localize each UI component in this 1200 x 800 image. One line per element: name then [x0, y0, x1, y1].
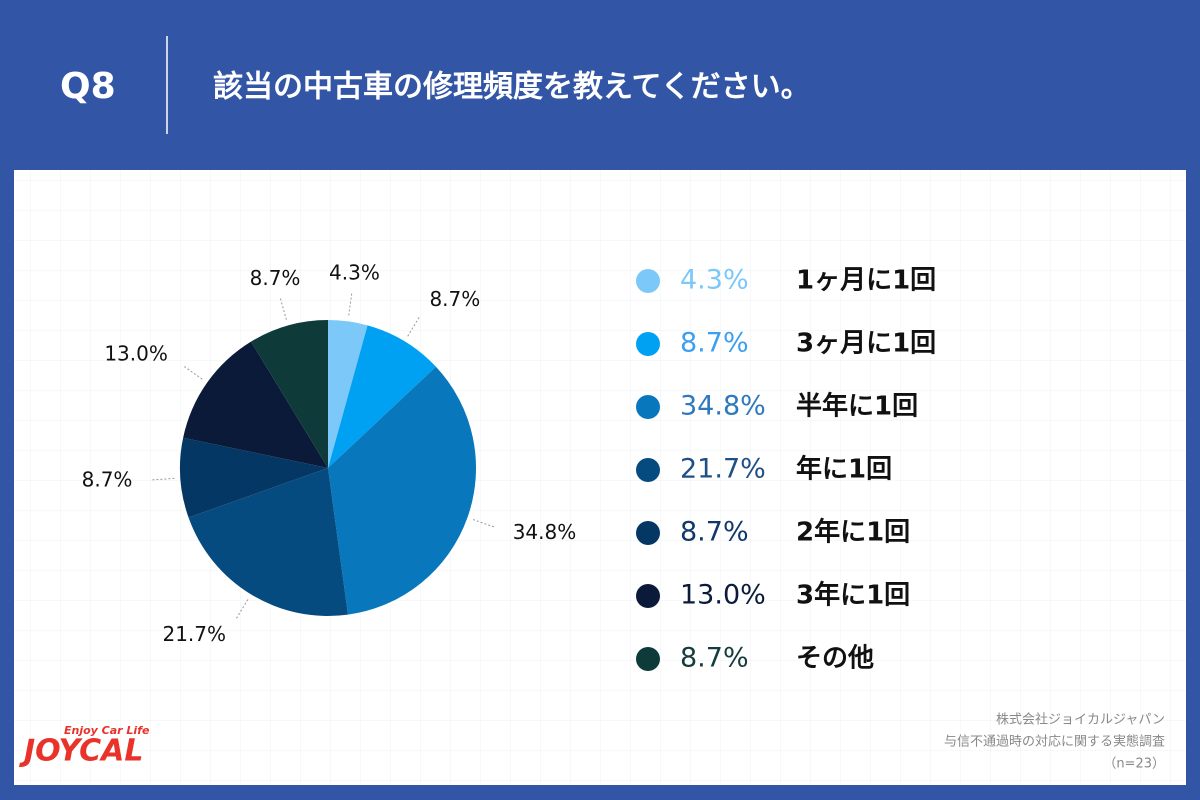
data-label: 4.3% [329, 260, 380, 284]
legend-value: 8.7% [680, 643, 749, 674]
legend-label: 年に1回 [796, 454, 892, 485]
brand-tagline: Enjoy Car Life [64, 724, 150, 737]
question-number: Q8 [60, 66, 116, 107]
data-label: 21.7% [162, 622, 226, 646]
legend-marker [636, 458, 660, 482]
data-label: 8.7% [82, 468, 133, 492]
legend: 4.3% 1ヶ月に1回 8.7% 3ヶ月に1回 34.8% 半年に1回 21.7% 年に1回 8… [636, 265, 936, 674]
legend-value: 34.8% [680, 391, 766, 422]
legend-value: 4.3% [680, 265, 749, 296]
data-label: 13.0% [104, 341, 168, 365]
legend-label: 半年に1回 [796, 391, 918, 422]
legend-value: 13.0% [680, 580, 766, 611]
legend-marker [636, 521, 660, 545]
pie-slice [328, 325, 436, 468]
legend-value: 21.7% [680, 454, 766, 485]
legend-label: その他 [796, 644, 874, 674]
legend-marker [636, 269, 660, 293]
pie-slice [328, 366, 476, 615]
pie-slice [250, 320, 328, 468]
legend-marker [636, 332, 660, 356]
chart-title: 該当の中古車の修理頻度を教えてください。 [213, 70, 811, 105]
brand-name: JOYCAL [19, 734, 144, 769]
data-label: 34.8% [513, 520, 577, 544]
pie-slice [188, 468, 348, 616]
legend-label: 3ヶ月に1回 [796, 329, 936, 359]
legend-value: 8.7% [680, 328, 749, 359]
legend-marker [636, 647, 660, 671]
legend-label: 2年に1回 [796, 517, 910, 548]
note: 株式会社ジョイカルジャパン [996, 712, 1165, 728]
pie-slice [183, 341, 328, 468]
legend-value: 8.7% [680, 517, 749, 548]
pie: 4.3% 8.7% 34.8% 21.7% 8.7% 13.0% 8.7% [82, 260, 577, 646]
data-label: 8.7% [429, 287, 480, 311]
note: （n=23） [1103, 757, 1165, 772]
legend-label: 3年に1回 [796, 580, 910, 611]
legend-marker [636, 395, 660, 419]
pie-slice [328, 320, 368, 468]
note: 与信不通過時の対応に関する実態調査 [944, 734, 1165, 750]
pie-slice [180, 437, 328, 518]
legend-marker [636, 584, 660, 608]
data-label: 8.7% [250, 266, 301, 290]
legend-label: 1ヶ月に1回 [796, 266, 936, 296]
